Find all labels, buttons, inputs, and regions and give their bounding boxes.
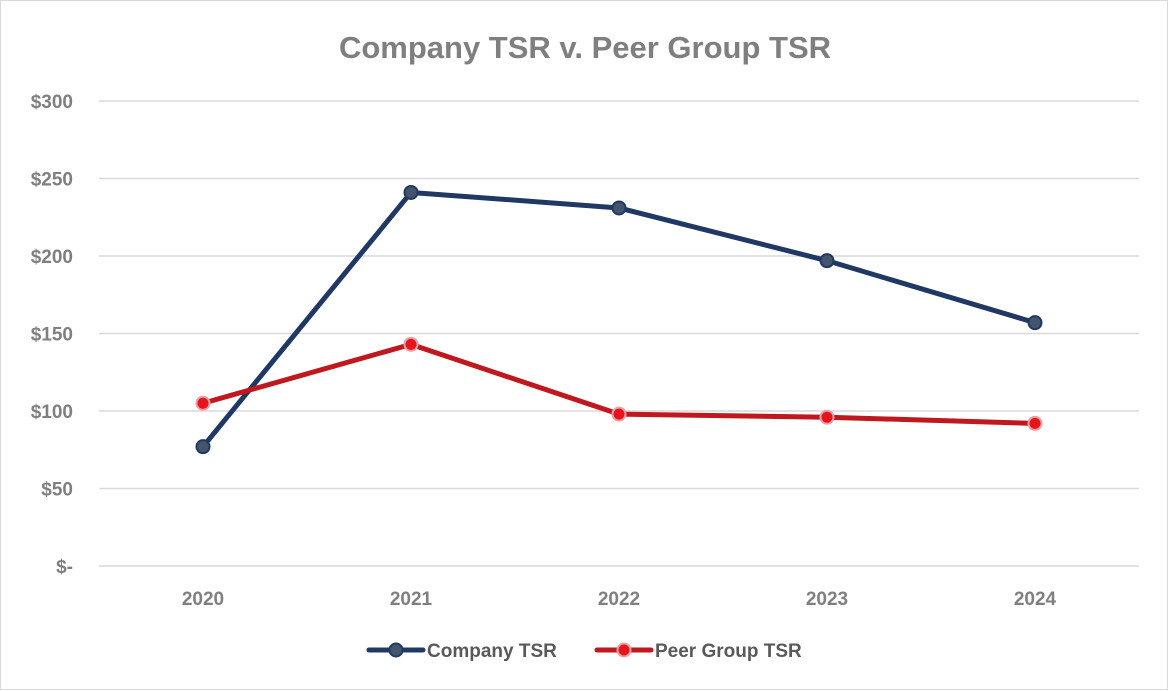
data-point bbox=[403, 336, 419, 352]
y-tick-label: $300 bbox=[31, 92, 73, 113]
y-tick-label: $150 bbox=[31, 325, 73, 346]
legend-label: Company TSR bbox=[427, 641, 557, 662]
data-point bbox=[819, 253, 835, 269]
chart-title: Company TSR v. Peer Group TSR bbox=[339, 30, 831, 65]
legend-marker bbox=[388, 642, 404, 658]
x-axis-ticks: 2020 2021 2022 2023 2024 bbox=[182, 589, 1057, 610]
x-tick-label: 2021 bbox=[390, 589, 433, 610]
data-point bbox=[403, 184, 419, 200]
gridlines bbox=[99, 100, 1139, 567]
y-tick-label: $200 bbox=[31, 247, 73, 268]
data-point bbox=[195, 395, 211, 411]
legend-item: Peer Group TSR bbox=[594, 641, 802, 662]
x-tick-label: 2023 bbox=[806, 589, 848, 610]
data-point bbox=[611, 200, 627, 216]
data-point bbox=[195, 439, 211, 455]
legend-marker bbox=[616, 642, 632, 658]
series-peer-group-tsr bbox=[195, 336, 1043, 431]
y-axis-ticks: $- $50 $100 $150 $200 $250 $300 bbox=[31, 92, 73, 578]
data-point bbox=[611, 406, 627, 422]
y-tick-label: $250 bbox=[31, 170, 73, 191]
legend-label: Peer Group TSR bbox=[655, 641, 802, 662]
data-point bbox=[819, 409, 835, 425]
x-tick-label: 2022 bbox=[598, 589, 640, 610]
y-tick-label: $50 bbox=[41, 480, 73, 501]
legend: Company TSR Peer Group TSR bbox=[366, 641, 802, 662]
data-point bbox=[1027, 315, 1043, 331]
series-company-tsr bbox=[195, 184, 1043, 455]
legend-item: Company TSR bbox=[366, 641, 557, 662]
y-tick-label: $100 bbox=[31, 402, 73, 423]
y-tick-label: $- bbox=[56, 557, 73, 578]
data-point bbox=[1027, 415, 1043, 431]
x-tick-label: 2020 bbox=[182, 589, 224, 610]
series-layer bbox=[195, 184, 1043, 455]
x-tick-label: 2024 bbox=[1014, 589, 1057, 610]
